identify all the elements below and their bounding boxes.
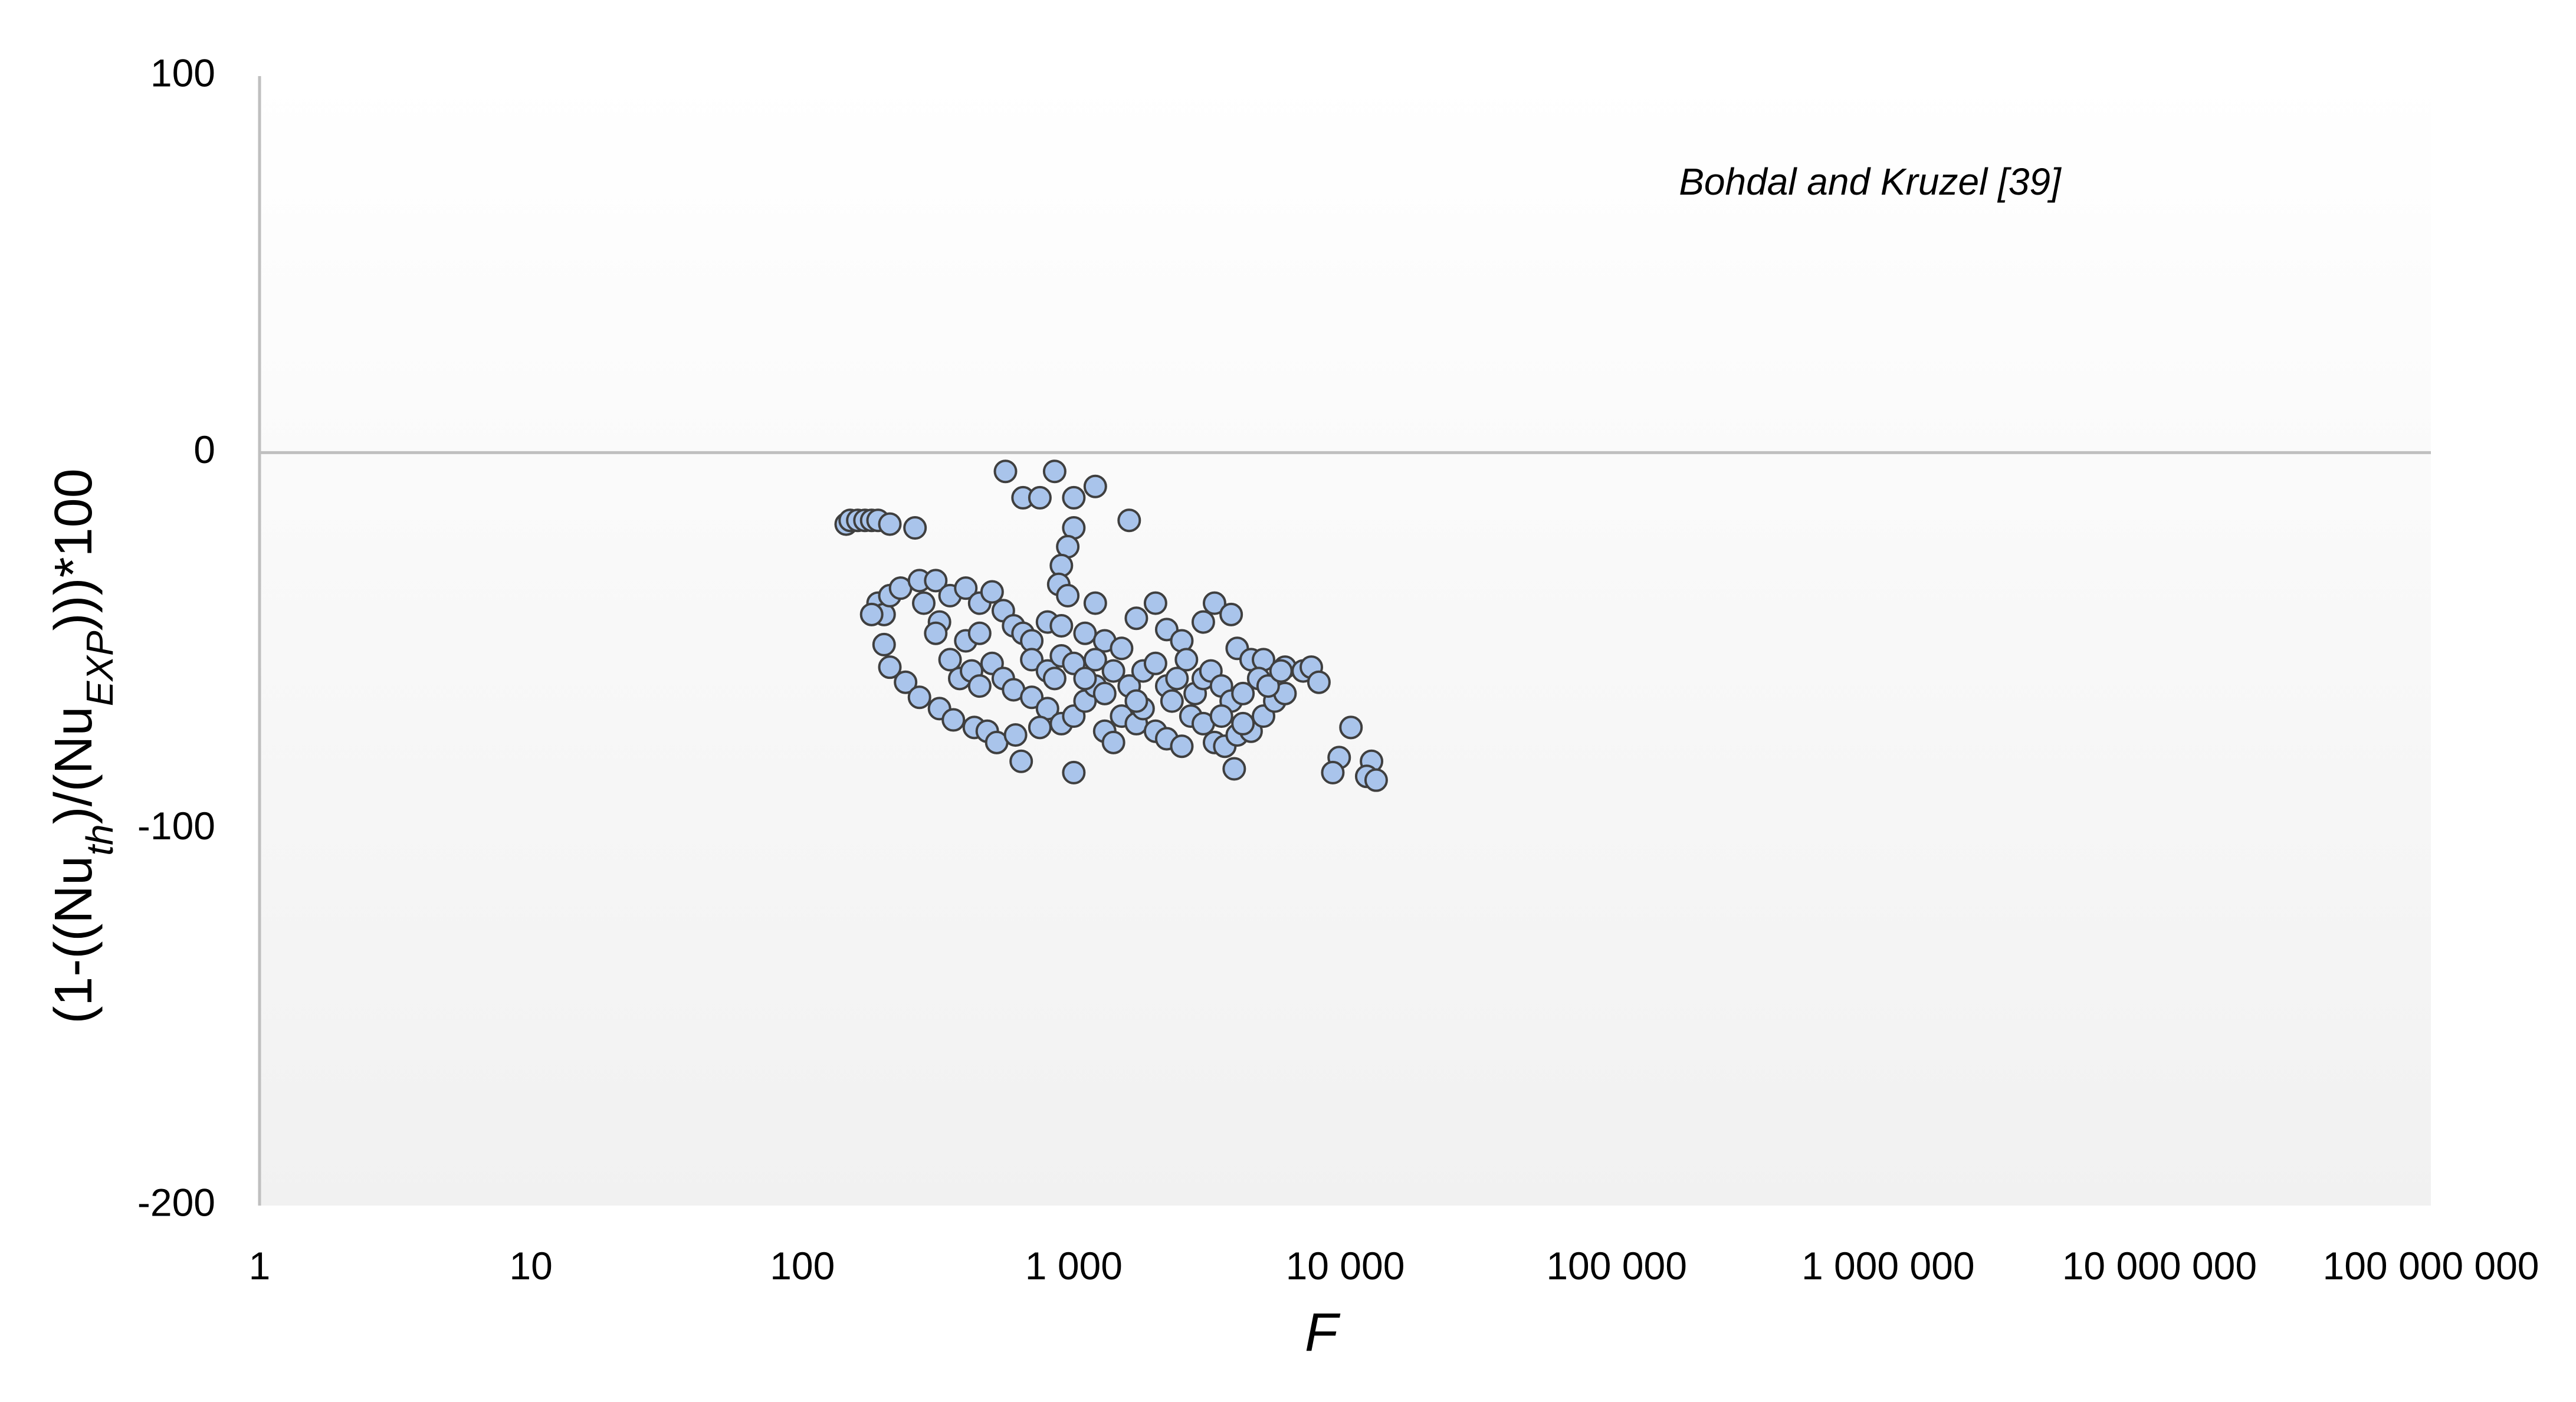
point bbox=[1170, 734, 1194, 759]
y-tick-label: -200 bbox=[137, 1180, 215, 1224]
y-axis-title: (1-((Nuth)/(NuEXP)))*100 bbox=[44, 468, 121, 1024]
point bbox=[1124, 689, 1148, 713]
point bbox=[1009, 749, 1033, 773]
y-title-part: )))*100 bbox=[44, 468, 103, 631]
point bbox=[1101, 659, 1125, 683]
point bbox=[1083, 591, 1107, 615]
point bbox=[1056, 583, 1080, 608]
point bbox=[872, 632, 896, 656]
x-axis-title: F bbox=[1305, 1302, 1341, 1362]
point bbox=[859, 602, 884, 626]
point bbox=[1020, 648, 1044, 672]
x-tick-label: 10 000 bbox=[1286, 1244, 1405, 1288]
point bbox=[941, 708, 966, 732]
x-tick-label: 1 000 bbox=[1025, 1244, 1123, 1288]
y-title-sub: th bbox=[78, 824, 121, 855]
point bbox=[1143, 591, 1167, 615]
point bbox=[1124, 606, 1148, 631]
point bbox=[980, 580, 1004, 604]
x-tick-label: 1 000 000 bbox=[1801, 1244, 1975, 1288]
point bbox=[1307, 670, 1331, 694]
point bbox=[1110, 636, 1134, 661]
plot-area bbox=[260, 76, 2431, 1206]
x-tick-label: 10 000 000 bbox=[2062, 1244, 2257, 1288]
y-title-part: (1-((Nu bbox=[44, 856, 103, 1024]
x-tick-label: 10 bbox=[509, 1244, 552, 1288]
point bbox=[924, 569, 948, 593]
point bbox=[1003, 723, 1028, 747]
point bbox=[1028, 485, 1052, 510]
point bbox=[1092, 681, 1117, 705]
point bbox=[1062, 760, 1086, 784]
y-title-sub: EXP bbox=[78, 631, 121, 706]
point bbox=[1222, 757, 1246, 781]
point bbox=[1219, 602, 1243, 626]
point bbox=[1028, 715, 1052, 740]
point bbox=[1269, 659, 1293, 683]
point bbox=[1174, 648, 1199, 672]
x-tick-label: 1 bbox=[249, 1244, 271, 1288]
y-tick-label: 0 bbox=[193, 428, 215, 471]
point bbox=[1073, 621, 1097, 645]
point bbox=[1339, 715, 1363, 740]
point bbox=[1020, 685, 1044, 710]
point bbox=[1143, 651, 1167, 675]
point bbox=[1117, 508, 1141, 533]
point bbox=[894, 670, 918, 694]
point bbox=[967, 621, 992, 645]
point bbox=[1083, 648, 1107, 672]
point bbox=[1062, 485, 1086, 510]
point bbox=[967, 674, 992, 698]
point bbox=[993, 459, 1018, 484]
point bbox=[954, 576, 978, 600]
point bbox=[1049, 613, 1074, 638]
point bbox=[1165, 666, 1189, 691]
point bbox=[1209, 704, 1233, 728]
y-title-part: )/(Nu bbox=[44, 706, 103, 824]
y-tick-label: 100 bbox=[150, 51, 215, 94]
x-tick-label: 100 bbox=[770, 1244, 835, 1288]
annotation: Bohdal and Kruzel [39] bbox=[1679, 160, 2062, 203]
point bbox=[1202, 591, 1226, 615]
point bbox=[1256, 674, 1280, 698]
point bbox=[1160, 689, 1184, 713]
point bbox=[1231, 681, 1255, 705]
point bbox=[1321, 760, 1345, 784]
point bbox=[911, 591, 936, 615]
point bbox=[1083, 474, 1107, 498]
point bbox=[924, 621, 948, 645]
point bbox=[1042, 459, 1067, 484]
point bbox=[1073, 666, 1097, 691]
point bbox=[907, 685, 931, 710]
point bbox=[878, 655, 902, 679]
point bbox=[1364, 768, 1388, 792]
point bbox=[903, 516, 927, 540]
y-tick-label: -100 bbox=[137, 804, 215, 848]
point bbox=[1101, 730, 1125, 754]
point bbox=[1191, 610, 1215, 634]
point bbox=[938, 648, 962, 672]
x-tick-label: 100 000 000 bbox=[2322, 1244, 2539, 1288]
x-tick-label: 100 000 bbox=[1546, 1244, 1687, 1288]
point bbox=[1231, 711, 1255, 736]
point bbox=[878, 512, 902, 536]
point bbox=[1042, 666, 1067, 691]
